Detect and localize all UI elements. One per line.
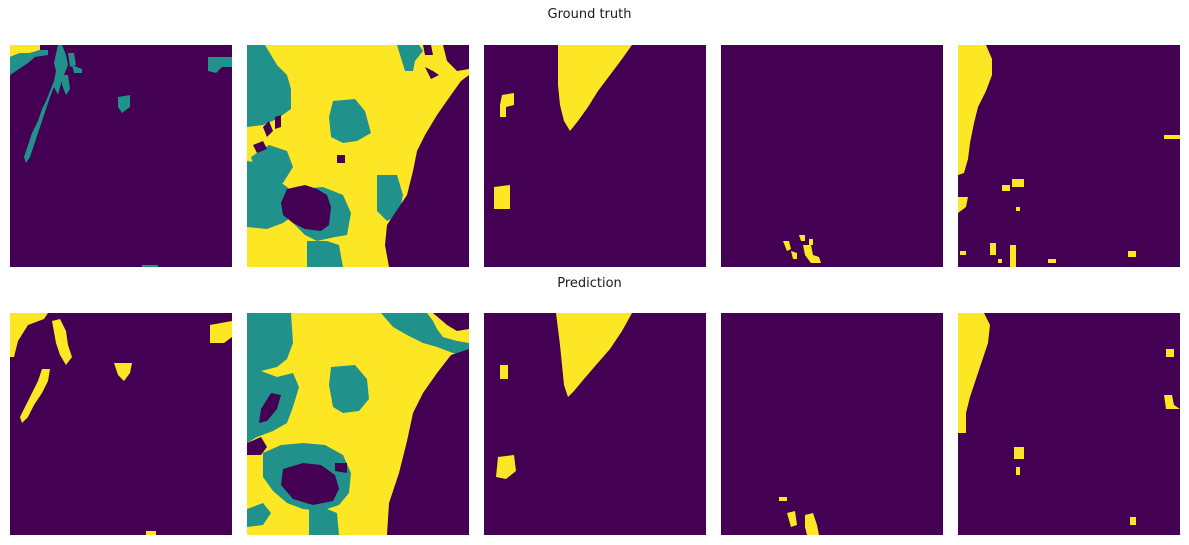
mask-image — [958, 45, 1180, 267]
row-title-prediction: Prediction — [557, 276, 622, 291]
segmentation-panel-pred-1 — [10, 313, 232, 535]
segmentation-panel-pred-3 — [484, 313, 706, 535]
segmentation-panel-gt-5 — [958, 45, 1180, 267]
mask-image — [247, 45, 469, 267]
segmentation-panel-gt-1 — [10, 45, 232, 267]
mask-image — [494, 45, 632, 209]
mask-image — [10, 313, 232, 535]
mask-image — [958, 313, 1180, 525]
mask-image — [10, 45, 232, 267]
mask-image — [783, 235, 821, 263]
segmentation-panel-pred-2 — [247, 313, 469, 535]
segmentation-panel-pred-4 — [721, 313, 943, 535]
segmentation-panel-gt-3 — [484, 45, 706, 267]
mask-image — [247, 313, 469, 535]
row-title-ground-truth: Ground truth — [547, 7, 632, 22]
segmentation-panel-pred-5 — [958, 313, 1180, 535]
mask-image — [779, 497, 819, 535]
segmentation-panel-gt-4 — [721, 45, 943, 267]
segmentation-panel-gt-2 — [247, 45, 469, 267]
mask-image — [496, 313, 632, 479]
